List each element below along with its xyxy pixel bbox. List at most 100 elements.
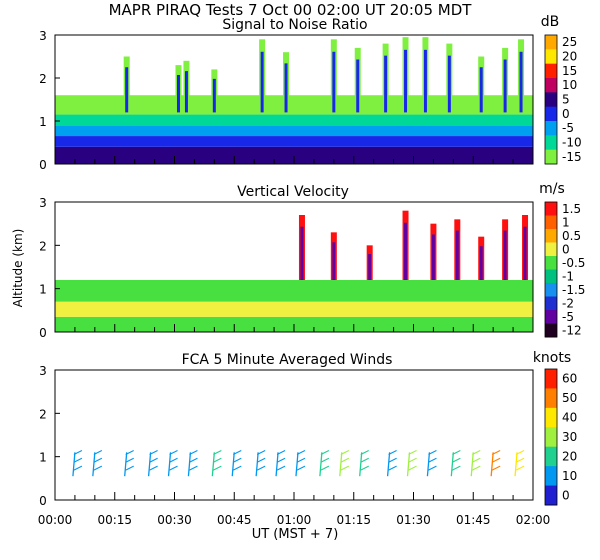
x-tick-label: 01:30 xyxy=(396,513,431,527)
wind-barb-flag xyxy=(169,457,178,463)
wind-barb-flag xyxy=(125,465,134,471)
colorbar-swatch xyxy=(545,149,557,165)
heatmap-layer xyxy=(55,114,533,126)
wind-barb-flag xyxy=(189,450,198,455)
wind-barb-staff xyxy=(386,452,391,477)
colorbar-swatch xyxy=(545,256,557,270)
colorbar-label: 0.5 xyxy=(562,229,581,243)
colorbar-swatch xyxy=(545,78,557,93)
wind-barb-flag xyxy=(233,465,242,471)
heatmap-plume-core xyxy=(368,254,372,280)
colorbar-swatch xyxy=(545,121,557,136)
wind-barb-flag xyxy=(93,450,103,455)
colorbar-swatch xyxy=(545,242,557,257)
wind-barb-flag xyxy=(296,457,306,463)
colorbar-swatch xyxy=(545,106,557,122)
unit-snr: dB xyxy=(541,14,560,30)
wind-barb-flag xyxy=(360,450,369,455)
y-tick-label: 3 xyxy=(39,29,47,43)
x-tick-label: 00:30 xyxy=(157,513,192,527)
wind-barb-flag xyxy=(73,457,83,463)
colorbar-label: 10 xyxy=(562,78,577,92)
colorbar-label: -15 xyxy=(562,150,582,164)
heatmap-plume-core xyxy=(479,246,483,280)
heatmap-plume-core xyxy=(284,63,288,113)
wind-barb-flag xyxy=(472,465,481,471)
colorbar-swatch xyxy=(545,202,557,216)
wind-barb-staff xyxy=(92,452,96,477)
wind-barb-flag xyxy=(213,450,222,455)
wind-barb-flag xyxy=(388,465,397,471)
panel-title-snr: Signal to Noise Ratio xyxy=(222,17,367,33)
figure-title: MAPR PIRAQ Tests 7 Oct 00 02:00 UT 20:05… xyxy=(109,1,473,19)
colorbar-swatch xyxy=(545,388,557,409)
wind-barb-flag xyxy=(360,465,369,471)
wind-barb-staff xyxy=(187,452,192,477)
wind-barb-flag xyxy=(408,450,417,455)
colorbar-label: -5 xyxy=(562,121,574,135)
colorbar-label: 0 xyxy=(562,488,570,502)
colorbar-label: 0 xyxy=(562,107,570,121)
wind-barb-flag xyxy=(296,465,306,471)
colorbar-label: 25 xyxy=(562,35,577,49)
colorbar-swatch xyxy=(545,369,557,389)
wind-barb-flag xyxy=(472,457,481,463)
wind-barb-flag xyxy=(452,457,461,463)
wind-barb-flag xyxy=(73,465,83,471)
x-axis-label: UT (MST + 7) xyxy=(252,527,339,542)
y-tick-label: 1 xyxy=(39,283,47,297)
wind-barb-flag xyxy=(408,465,417,471)
colorbar-label: -0.5 xyxy=(562,256,585,270)
y-tick-label: 2 xyxy=(39,407,47,421)
wind-barb-flag xyxy=(515,457,525,463)
heatmap-plume-core xyxy=(332,242,336,280)
wind-barb-staff xyxy=(319,452,323,477)
colorbar-swatch xyxy=(545,35,557,50)
wind-barb-flag xyxy=(189,457,198,463)
colorbar-swatch xyxy=(545,446,557,467)
heatmap-plume-core xyxy=(423,49,427,113)
unit-velocity: m/s xyxy=(539,181,565,197)
wind-barb-staff xyxy=(72,452,76,477)
colorbar-swatch xyxy=(545,310,557,324)
y-tick-label: 1 xyxy=(39,115,47,129)
wind-barb-flag xyxy=(340,450,350,455)
colorbar-label: 10 xyxy=(562,469,577,483)
heatmap-plume-core xyxy=(447,55,451,113)
wind-barb-staff xyxy=(359,452,363,477)
y-tick-label: 2 xyxy=(39,239,47,253)
wind-barb-flag xyxy=(93,457,103,463)
wind-barb-flag xyxy=(340,457,350,463)
colorbar-label: -12 xyxy=(562,323,582,337)
y-axis-label: Altitude (km) xyxy=(11,229,25,308)
wind-barb-staff xyxy=(255,452,259,477)
x-tick-label: 00:00 xyxy=(38,513,73,527)
colorbar-swatch xyxy=(545,92,557,108)
colorbar-swatch xyxy=(545,407,557,428)
wind-barb-flag xyxy=(73,450,83,455)
wind-barb-flag xyxy=(213,465,222,471)
colorbar-label: 1.5 xyxy=(562,202,581,216)
colorbar-label: 60 xyxy=(562,372,577,386)
wind-barb-flag xyxy=(360,457,369,463)
x-tick-label: 01:00 xyxy=(277,513,312,527)
y-tick-label: 0 xyxy=(39,494,47,508)
y-tick-label: 1 xyxy=(39,451,47,465)
wind-barb-flag xyxy=(452,465,461,471)
colorbar-swatch xyxy=(545,135,557,151)
colorbar-frame xyxy=(544,368,558,506)
wind-barb-flag xyxy=(256,457,266,463)
heatmap-plume-core xyxy=(384,55,388,113)
unit-winds: knots xyxy=(533,350,571,366)
wind-barb-staff xyxy=(295,452,299,477)
wind-barb-flag xyxy=(233,457,242,463)
wind-barb-flag xyxy=(256,450,266,455)
wind-barb-staff xyxy=(339,452,343,477)
wind-barb-flag xyxy=(169,450,178,455)
colorbar-swatch xyxy=(545,466,557,487)
colorbar-label: -2 xyxy=(562,296,574,310)
wind-barb-flag xyxy=(428,450,437,455)
wind-barb-flag xyxy=(256,465,266,471)
heatmap-plume-core xyxy=(260,51,264,113)
